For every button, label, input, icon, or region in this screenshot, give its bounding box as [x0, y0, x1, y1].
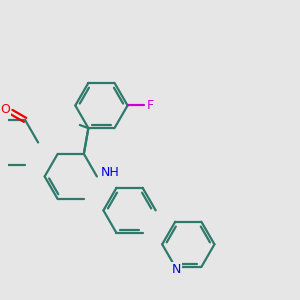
Text: N: N [172, 263, 182, 276]
Text: NH: NH [100, 166, 119, 178]
Text: O: O [0, 103, 10, 116]
Text: F: F [146, 99, 154, 112]
